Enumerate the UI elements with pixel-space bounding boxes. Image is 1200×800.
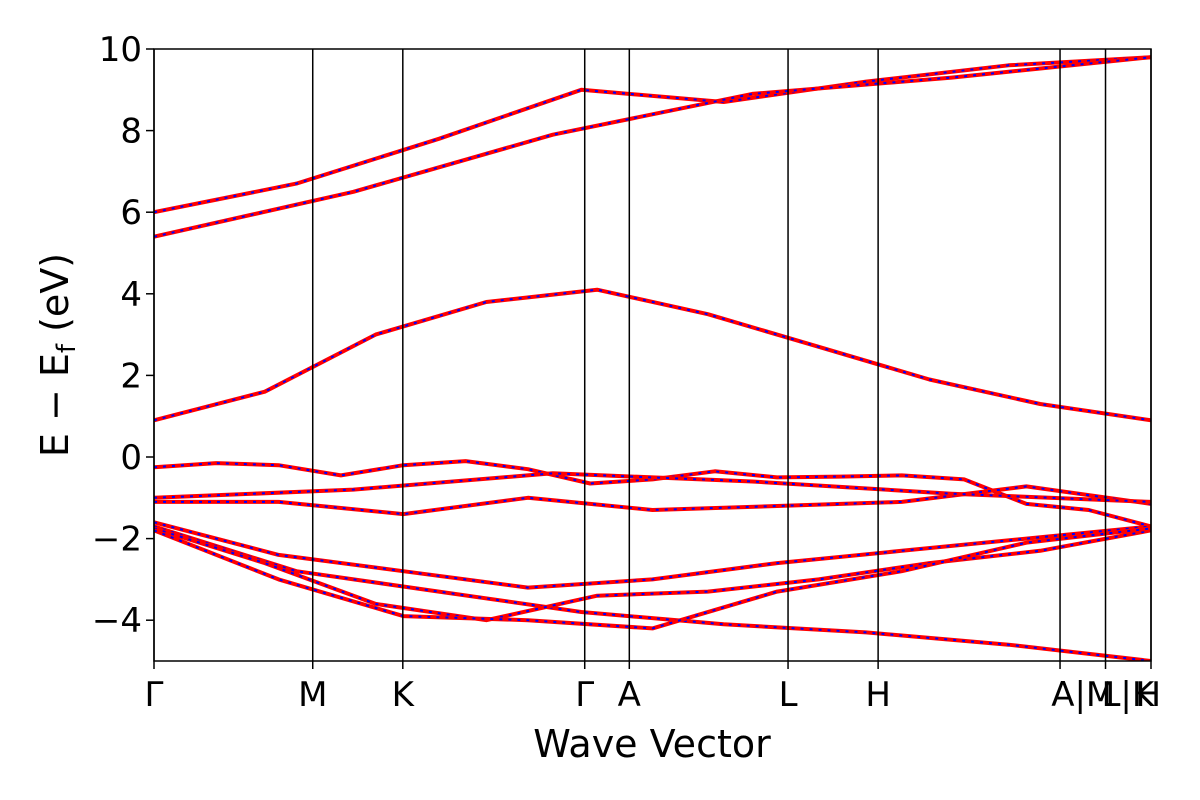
band-line-3 <box>154 287 1151 423</box>
x-axis: Γ M K Γ A L H A|ML|KH <box>145 661 1162 715</box>
x-axis-title: Wave Vector <box>533 722 771 766</box>
y-axis: −4 −2 0 2 4 6 8 10 <box>92 30 154 641</box>
band-overlay-7 <box>154 521 1151 589</box>
y-tick-label: 6 <box>120 193 142 233</box>
y-axis-title: E − Ef (eV) <box>33 253 82 457</box>
x-tick-label: A|M <box>1051 675 1115 715</box>
y-tick-label: 10 <box>99 30 142 70</box>
y-tick-label: 0 <box>120 438 142 478</box>
y-tick-label: 4 <box>120 275 142 315</box>
x-tick-label: Γ <box>145 675 164 715</box>
y-tick-label: −2 <box>92 520 142 560</box>
x-tick-label: K <box>392 675 416 715</box>
band-overlay-3 <box>154 288 1151 422</box>
x-tick-label: H <box>865 675 891 715</box>
band-overlay-1 <box>154 460 1151 528</box>
bands-layer <box>154 55 1151 661</box>
band-line-5 <box>154 55 1151 215</box>
band-overlay-10 <box>154 527 1151 630</box>
y-axis-title-prefix: E − E <box>33 353 77 457</box>
x-tick-label: Γ <box>575 675 594 715</box>
y-tick-label: 2 <box>120 356 142 396</box>
band-line-4 <box>154 471 1151 504</box>
band-overlay-8 <box>154 525 1151 661</box>
band-overlay-5 <box>154 56 1151 214</box>
plot-frame <box>153 48 1152 662</box>
band-overlay-6 <box>154 56 1151 238</box>
x-tick-label: A <box>618 675 641 715</box>
y-axis-title-suffix: (eV) <box>33 253 77 344</box>
x-tick-label: M <box>298 675 327 715</box>
band-line-6 <box>154 55 1151 239</box>
x-tick-label: L|K <box>1101 675 1155 715</box>
y-tick-label: −4 <box>92 601 142 641</box>
x-tick-label: L <box>779 675 798 715</box>
band-line-2 <box>154 484 1151 517</box>
y-axis-title-subscript: f <box>52 343 82 353</box>
kpoint-lines <box>153 49 1152 661</box>
y-tick-label: 8 <box>120 112 142 152</box>
band-overlay-9 <box>154 527 1151 622</box>
x-tick-label: H <box>1136 675 1162 715</box>
